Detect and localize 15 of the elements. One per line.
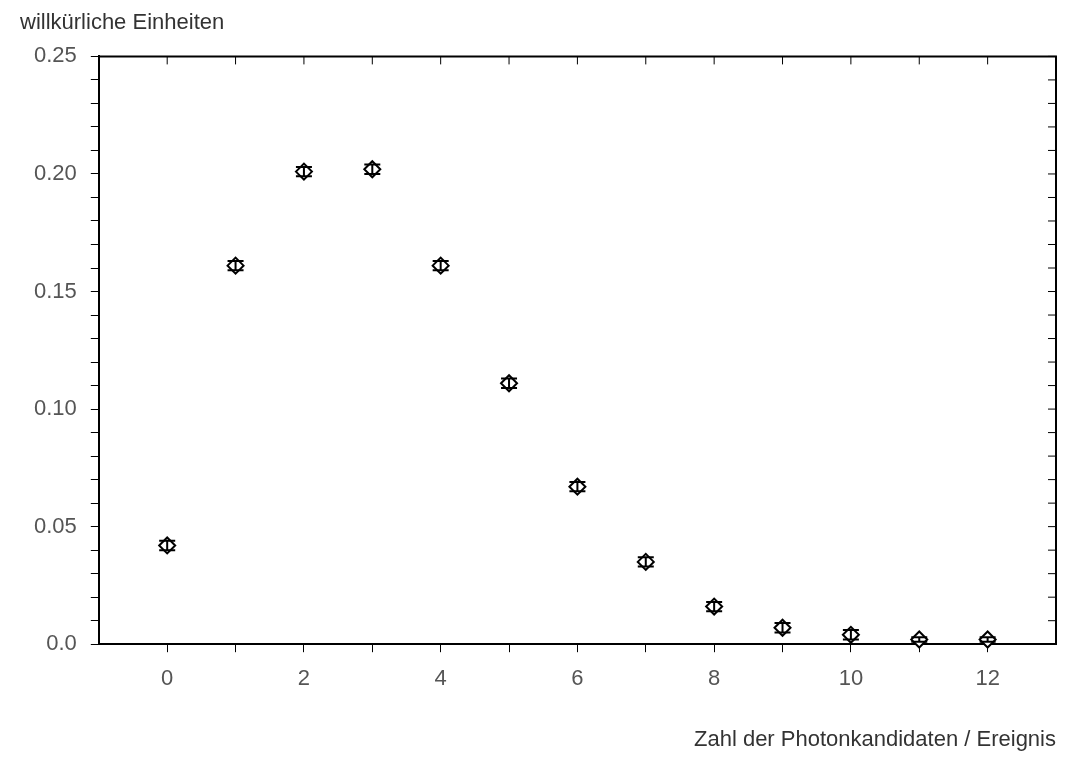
x-axis-title: Zahl der Photonkandidaten / Ereignis — [693, 725, 1056, 751]
y-tick-label: 0.10 — [33, 395, 77, 421]
y-tick-label: 0.05 — [33, 512, 77, 538]
y-tick-label: 0.25 — [33, 42, 77, 68]
y-tick-label: 0.20 — [33, 160, 77, 186]
x-tick-label: 2 — [297, 665, 311, 691]
x-tick-label: 12 — [975, 665, 1000, 691]
x-tick-label: 6 — [571, 665, 584, 691]
y-tick-label: 0.15 — [33, 277, 77, 303]
x-tick-label: 4 — [434, 665, 447, 691]
x-tick-label: 10 — [838, 665, 864, 691]
y-tick-label: 0.0 — [46, 630, 77, 656]
x-tick-label: 8 — [708, 665, 721, 691]
y-axis-title: willkürliche Einheiten — [19, 9, 225, 35]
x-tick-label: 0 — [161, 665, 174, 691]
